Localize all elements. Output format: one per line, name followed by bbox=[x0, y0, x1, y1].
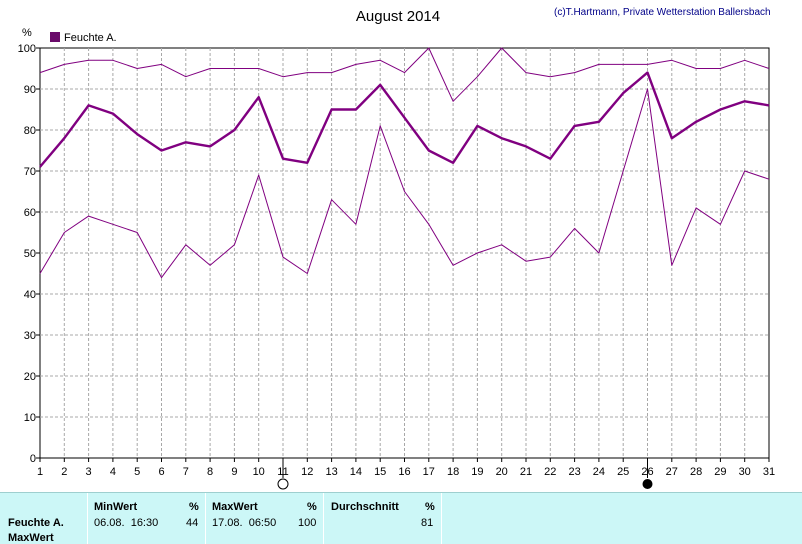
x-tick-label: 27 bbox=[666, 466, 678, 478]
stats-row-label: Feuchte A. bbox=[8, 517, 64, 529]
x-tick-label: 31 bbox=[763, 466, 775, 478]
y-tick-label: 70 bbox=[24, 166, 36, 178]
series-line-min bbox=[39, 88, 770, 279]
y-tick-label: 100 bbox=[18, 43, 36, 55]
y-tick-label: 20 bbox=[24, 371, 36, 383]
x-tick-label: 29 bbox=[714, 466, 726, 478]
y-tick-label: 40 bbox=[24, 289, 36, 301]
x-tick-label: 2 bbox=[61, 466, 67, 478]
x-tick-label: 4 bbox=[110, 466, 116, 478]
x-tick-label: 1 bbox=[37, 466, 43, 478]
legend-label: Feuchte A. bbox=[64, 32, 117, 44]
x-tick-label: 25 bbox=[617, 466, 629, 478]
max-time: 17.08. 06:50 bbox=[212, 517, 277, 529]
x-tick-label: 5 bbox=[134, 466, 140, 478]
stats-row-label-2: MaxWert bbox=[8, 532, 54, 544]
x-tick-label: 7 bbox=[183, 466, 189, 478]
chart-credit: (c)T.Hartmann, Private Wetterstation Bal… bbox=[554, 7, 771, 18]
x-tick-label: 22 bbox=[544, 466, 556, 478]
x-tick-label: 15 bbox=[374, 466, 386, 478]
max-value: 100 bbox=[298, 517, 317, 529]
series-line-avg bbox=[39, 71, 770, 168]
x-tick-label: 21 bbox=[520, 466, 532, 478]
x-tick-label: 6 bbox=[158, 466, 164, 478]
y-unit-label: % bbox=[22, 27, 32, 39]
x-tick-label: 18 bbox=[447, 466, 459, 478]
new-moon-icon bbox=[642, 479, 653, 489]
series-lines bbox=[39, 47, 770, 279]
x-tick-label: 13 bbox=[325, 466, 337, 478]
chart-title: August 2014 bbox=[356, 8, 440, 25]
avg-value: 81 bbox=[421, 517, 434, 529]
x-tick-label: 17 bbox=[423, 466, 435, 478]
avg-header: Durchschnitt bbox=[331, 501, 399, 513]
avg-unit: % bbox=[425, 501, 435, 513]
x-tick-label: 28 bbox=[690, 466, 702, 478]
x-tick-label: 23 bbox=[568, 466, 580, 478]
x-tick-label: 30 bbox=[739, 466, 751, 478]
max-header: MaxWert bbox=[212, 501, 258, 513]
y-tick-label: 50 bbox=[24, 248, 36, 260]
y-tick-label: 10 bbox=[24, 412, 36, 424]
max-unit: % bbox=[307, 501, 317, 513]
min-unit: % bbox=[189, 501, 199, 513]
x-tick-label: 10 bbox=[253, 466, 265, 478]
x-tick-label: 16 bbox=[398, 466, 410, 478]
min-value: 44 bbox=[186, 517, 199, 529]
y-tick-label: 90 bbox=[24, 84, 36, 96]
x-tick-label: 9 bbox=[231, 466, 237, 478]
y-tick-label: 80 bbox=[24, 125, 36, 137]
x-tick-label: 19 bbox=[471, 466, 483, 478]
min-header: MinWert bbox=[94, 501, 138, 513]
full-moon-icon bbox=[277, 478, 289, 490]
min-time: 06.08. 16:30 bbox=[94, 517, 159, 529]
legend-swatch bbox=[50, 32, 60, 42]
x-tick-label: 14 bbox=[350, 466, 362, 478]
x-tick-label: 12 bbox=[301, 466, 313, 478]
x-tick-label: 8 bbox=[207, 466, 213, 478]
y-axis-ticks: 0 10 20 30 40 50 60 70 80 90 100 bbox=[18, 43, 40, 465]
x-tick-label: 20 bbox=[496, 466, 508, 478]
moon-markers bbox=[277, 458, 653, 490]
x-tick-label: 24 bbox=[593, 466, 605, 478]
y-tick-label: 60 bbox=[24, 207, 36, 219]
y-tick-label: 0 bbox=[30, 453, 36, 465]
x-axis-ticks: 1 2 3 4 5 6 7 8 9 10 11 12 13 14 15 16 17 18 19 20 21 22 23 24 2… bbox=[37, 458, 775, 478]
y-tick-label: 30 bbox=[24, 330, 36, 342]
humidity-chart: August 2014 (c)T.Hartmann, Private Wette… bbox=[18, 7, 775, 490]
x-tick-label: 3 bbox=[86, 466, 92, 478]
series-line-max bbox=[39, 47, 770, 102]
stats-panel: Feuchte A. MaxWert MinWert % 06.08. 16:3… bbox=[0, 492, 802, 544]
